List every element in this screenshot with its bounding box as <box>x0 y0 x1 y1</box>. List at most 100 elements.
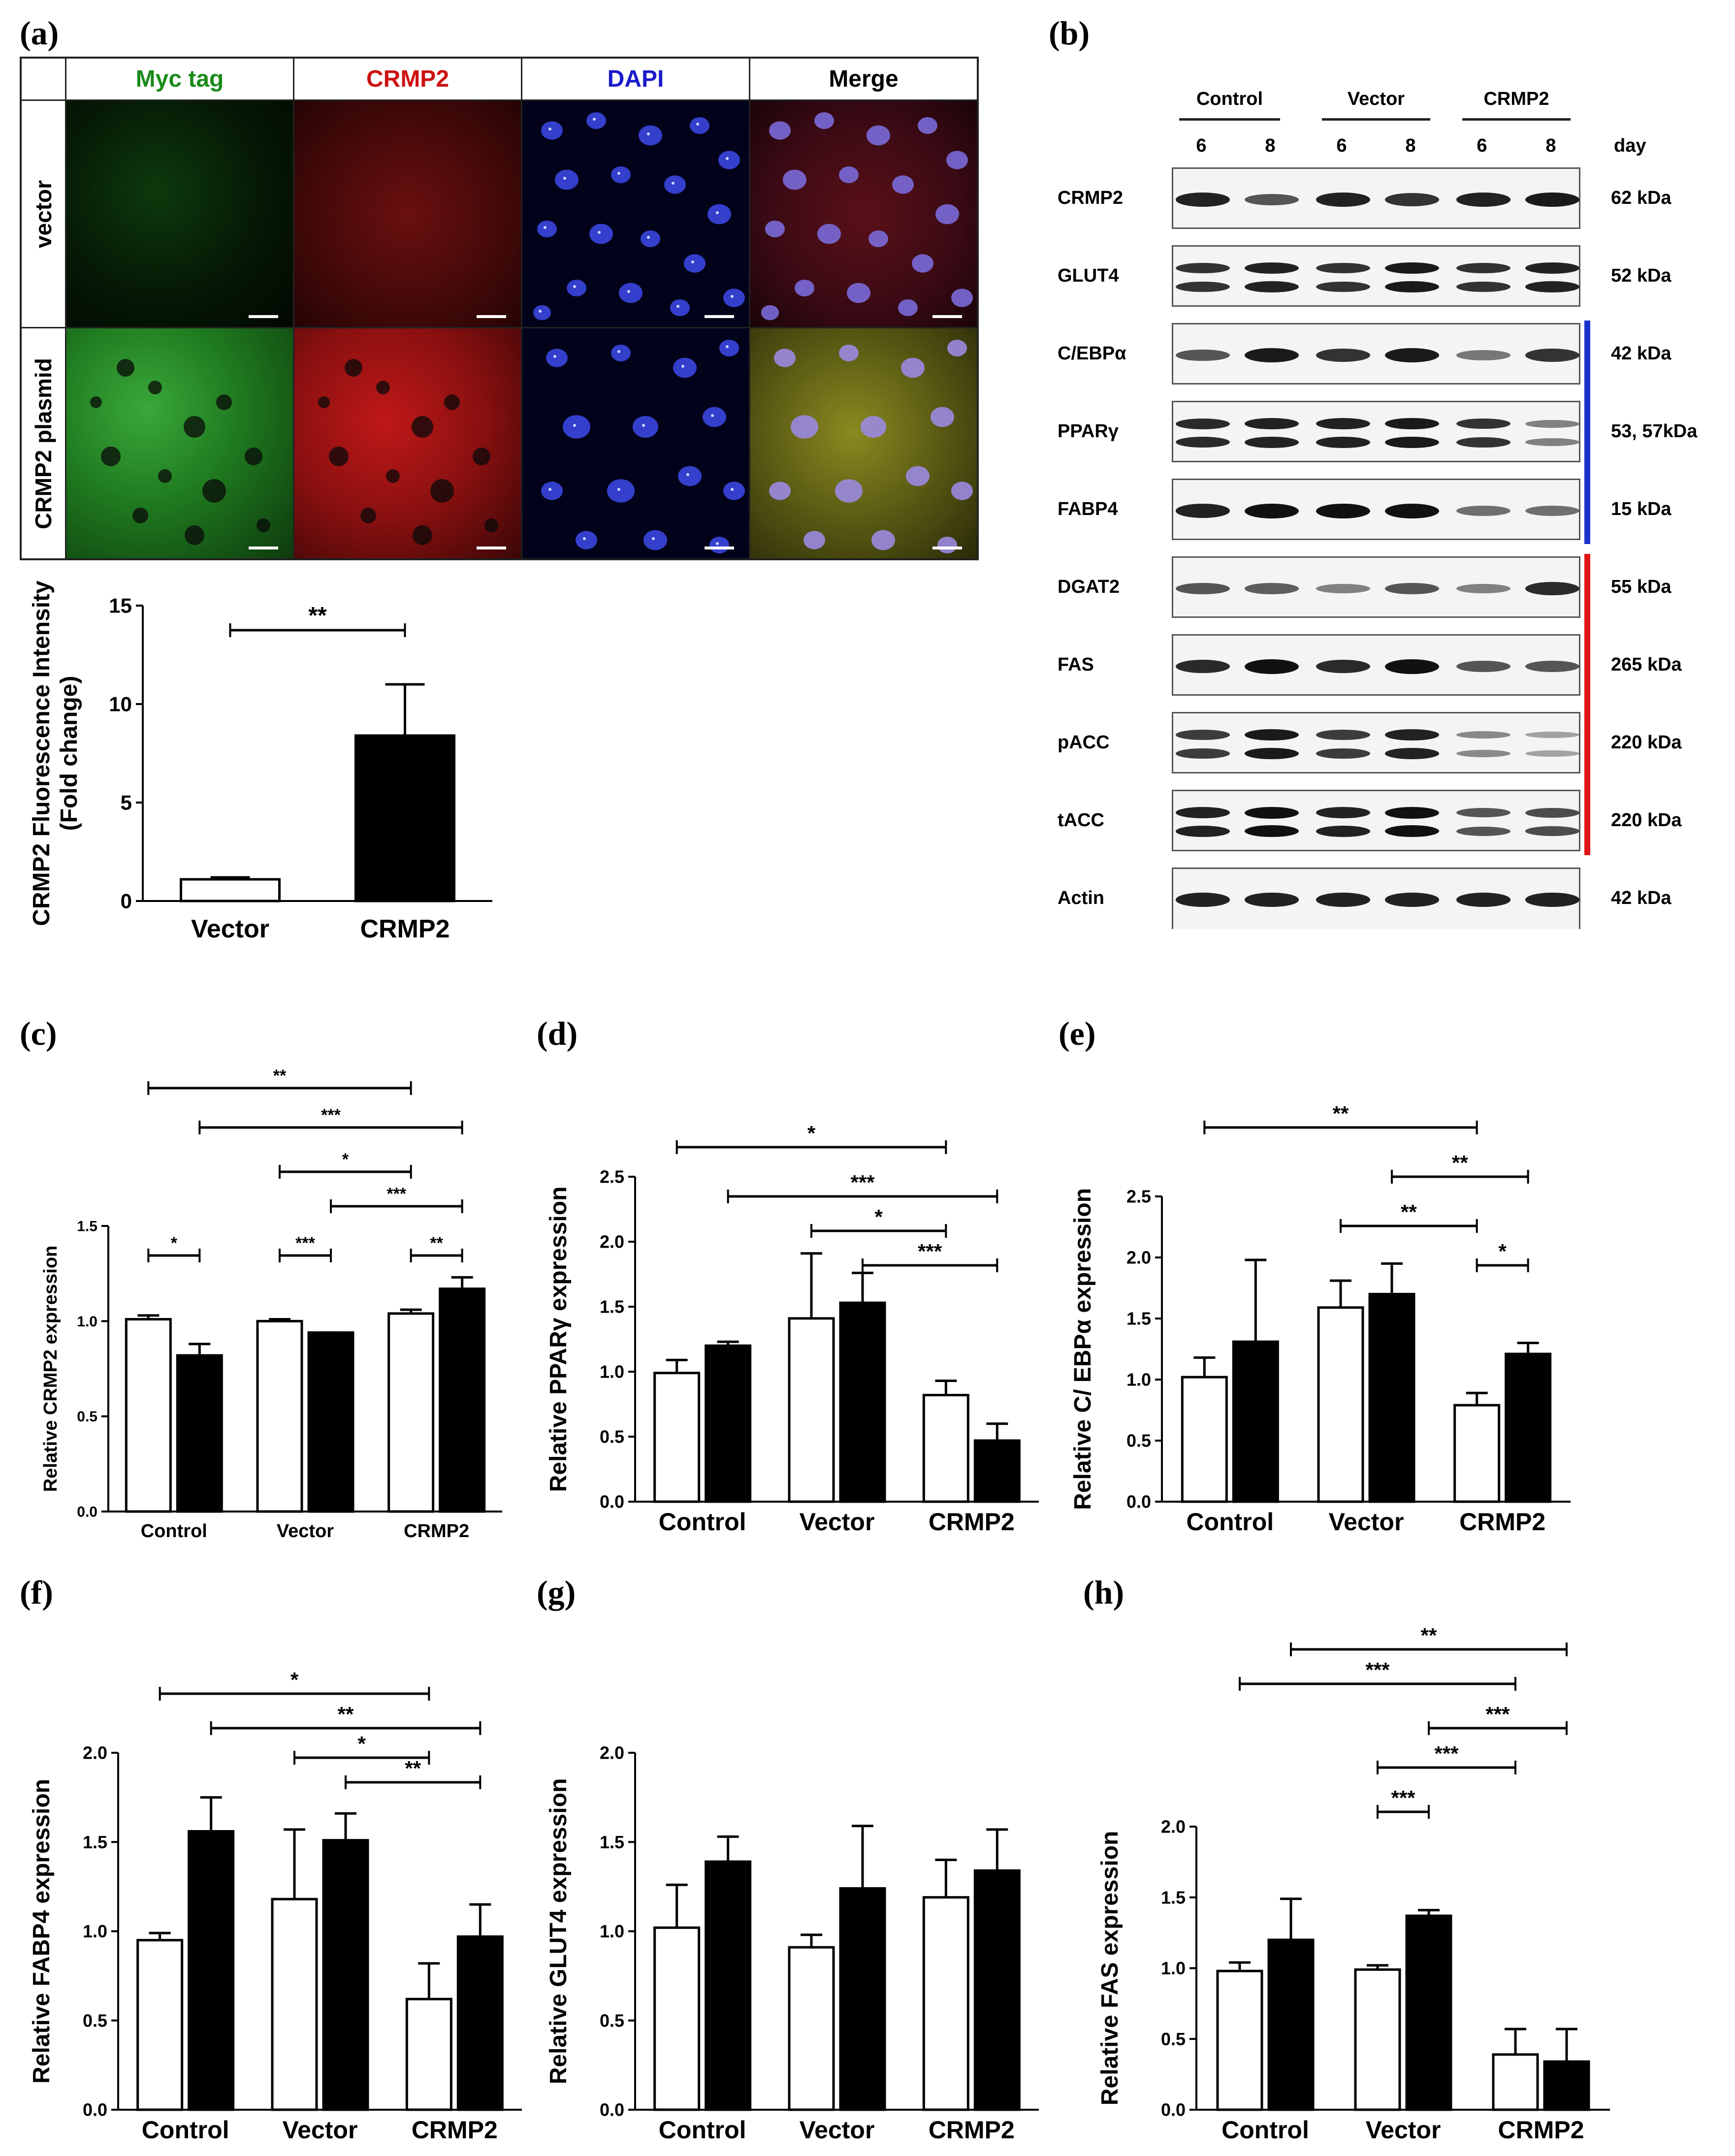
band <box>1456 749 1510 757</box>
y-axis-label: Relative GLUT4 expression <box>546 1778 572 2085</box>
nucleus-dot <box>726 157 729 160</box>
y-tick-label: 5 <box>121 791 132 814</box>
blot-row-5 <box>1172 556 1580 618</box>
nucleus <box>835 479 863 503</box>
band <box>1176 193 1230 207</box>
nucleus-dot <box>548 488 551 491</box>
y-tick-label: 2.0 <box>1126 1248 1151 1268</box>
nucleus <box>847 283 870 303</box>
band <box>1456 731 1510 739</box>
vacuole <box>412 416 433 438</box>
vacuole <box>90 396 102 408</box>
band <box>1456 505 1510 516</box>
panel-label-a: (a) <box>20 14 59 52</box>
nucleus-dot <box>731 488 734 491</box>
band <box>1525 732 1579 739</box>
x-tick-label: Vector <box>1366 2116 1441 2144</box>
bar <box>180 878 281 902</box>
bar <box>973 1869 1021 2111</box>
protein-label-9: Actin <box>1058 887 1104 908</box>
bar <box>456 1935 504 2111</box>
nucleus <box>673 357 697 378</box>
vacuole <box>318 396 330 408</box>
kda-label-4: 15 kDa <box>1611 498 1671 519</box>
nucleus <box>563 415 590 439</box>
nucleus-dot <box>583 537 586 540</box>
x-tick-label: CRMP2 <box>1498 2116 1584 2144</box>
vacuole <box>430 479 454 503</box>
band <box>1245 193 1299 206</box>
sig-label: *** <box>1391 1786 1415 1809</box>
kda-label-8: 220 kDa <box>1611 809 1682 831</box>
sig-label: ** <box>338 1703 354 1726</box>
image-vector-dapi <box>521 101 749 328</box>
nucleus <box>931 407 954 427</box>
red-bracket <box>1584 554 1590 855</box>
day-label: 8 <box>1545 135 1556 156</box>
nucleus <box>861 416 886 438</box>
band <box>1385 348 1439 363</box>
y-axis-label: Relative C/ EBPα expression <box>1070 1188 1096 1510</box>
corner-cell <box>22 59 65 101</box>
bar <box>922 1896 969 2111</box>
bar <box>1181 1376 1228 1503</box>
image-vector-myc <box>65 101 293 328</box>
sig-label: * <box>357 1732 366 1755</box>
nucleus-dot <box>716 211 719 214</box>
nucleus <box>639 125 662 146</box>
nucleus <box>791 415 818 439</box>
chart-c: 0.0 0.5 1.0 1.5 Relative CRMP2 expression Con… <box>40 1066 502 1542</box>
sig-label: *** <box>386 1185 406 1203</box>
microscopy-grid: Myc tag CRMP2 DAPI Merge vector CRMP2 pl… <box>20 57 979 560</box>
bar <box>354 734 455 902</box>
image-plasmid-myc <box>65 328 293 558</box>
vacuole <box>345 359 362 377</box>
nucleus-dot <box>539 310 542 313</box>
y-tick-label: 0.5 <box>600 2010 624 2030</box>
vacuole <box>257 518 270 532</box>
blot-row-0 <box>1172 167 1580 229</box>
x-tick-label: Control <box>659 2116 746 2144</box>
nucleus-dot <box>681 365 684 368</box>
row-header-crmp2-plasmid: CRMP2 plasmid <box>31 357 56 529</box>
vacuole <box>148 381 162 394</box>
sig-label: ** <box>1333 1102 1349 1125</box>
protein-label-8: tACC <box>1058 809 1104 831</box>
band <box>1456 281 1510 292</box>
band <box>1176 281 1230 292</box>
band <box>1245 418 1299 430</box>
bar <box>653 1926 701 2111</box>
group-label-crmp2: CRMP2 <box>1483 89 1549 109</box>
band <box>1385 806 1439 819</box>
band <box>1176 418 1230 429</box>
band <box>1316 436 1370 448</box>
nucleus-dot <box>652 537 655 540</box>
day-label: 8 <box>1405 135 1416 156</box>
nucleus-dot <box>711 414 714 417</box>
nucleus <box>707 204 731 225</box>
x-tick-label: Vector <box>191 915 269 943</box>
bar <box>136 1939 184 2111</box>
sig-label: *** <box>1434 1742 1459 1765</box>
bar <box>839 1887 886 2111</box>
bar <box>1232 1340 1279 1503</box>
bar <box>788 1946 835 2111</box>
kda-label-1: 52 kDa <box>1611 265 1671 286</box>
sig-label: * <box>290 1668 299 1691</box>
band <box>1525 262 1579 274</box>
band <box>1176 825 1230 837</box>
bar <box>322 1839 369 2111</box>
chart-a: 0 5 10 15 CRMP2 Fluorescence Intensity (Fold … <box>29 580 492 943</box>
nucleus <box>723 482 745 500</box>
vacuole <box>184 416 205 438</box>
group-underline <box>1462 118 1571 121</box>
myc-vacuoles <box>90 359 270 545</box>
panel-label-c: (c) <box>20 1015 57 1052</box>
band <box>1456 583 1510 594</box>
nucleus-dot <box>573 424 576 427</box>
nucleus-dot <box>617 350 620 353</box>
nucleus <box>906 466 930 486</box>
x-tick-label: CRMP2 <box>929 1508 1015 1536</box>
bar <box>125 1318 172 1513</box>
vacuole <box>185 525 204 545</box>
